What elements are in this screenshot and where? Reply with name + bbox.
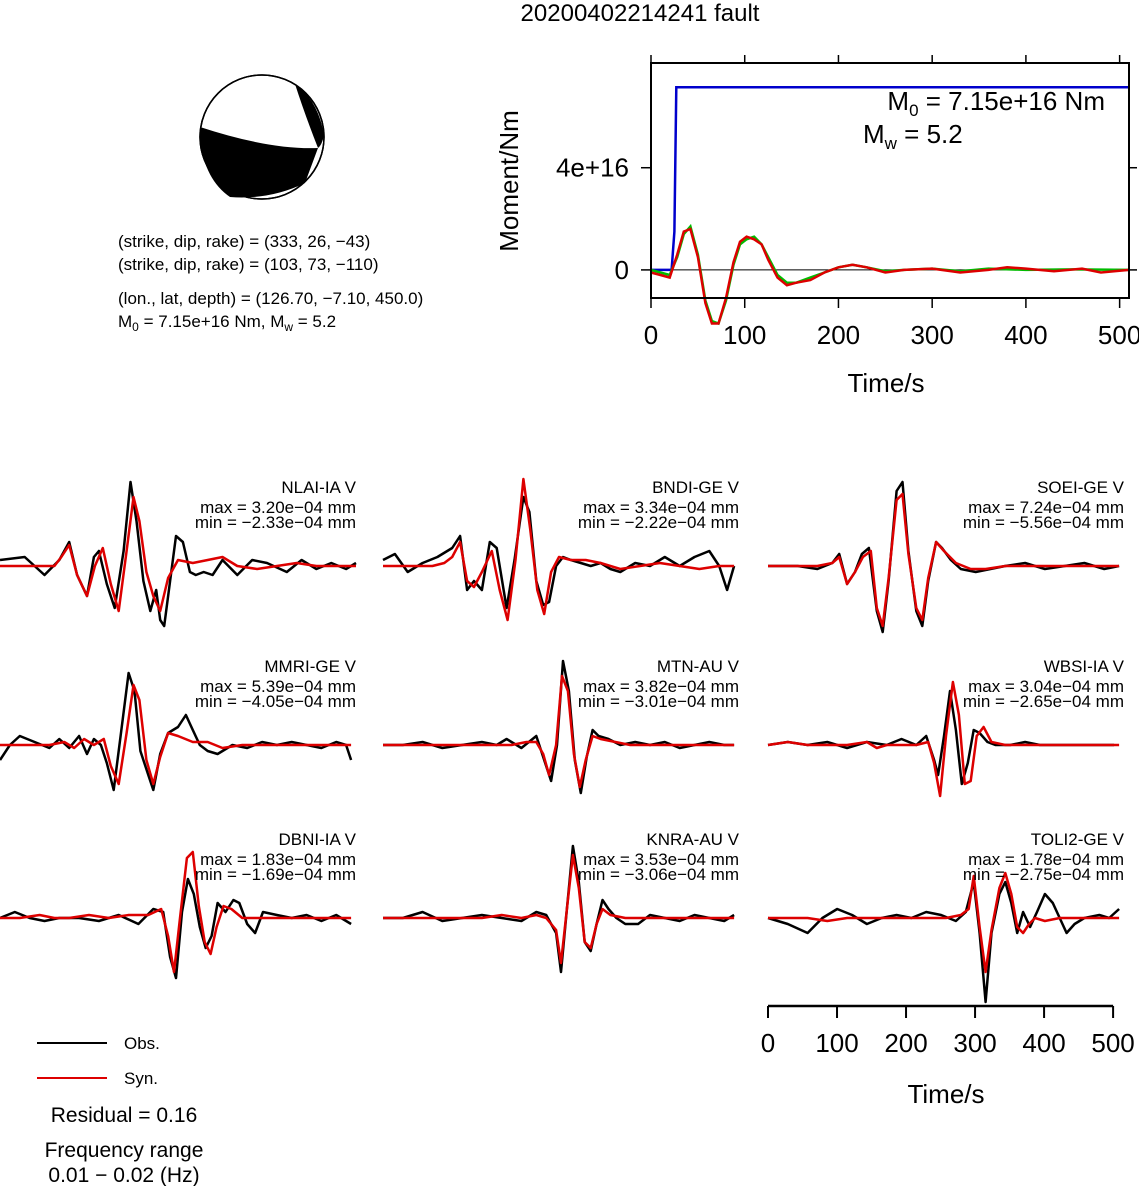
stf-series-line-0: [651, 86, 1129, 272]
trace-syn: [768, 871, 1120, 974]
station-name: TOLI2-GE V: [1031, 830, 1125, 849]
trace-syn: [0, 495, 356, 613]
stf-m0-label: M0 = 7.15e+16 Nm: [887, 86, 1105, 120]
station-min: min = −1.69e−04 mm: [195, 865, 356, 884]
waveform-xtick-label: 500: [1091, 1028, 1134, 1058]
plane1-text: (strike, dip, rake) = (333, 26, −43): [118, 232, 370, 251]
waveform-xtick-label: 0: [761, 1028, 775, 1058]
waveform-xtick-label: 400: [1022, 1028, 1065, 1058]
waveform-xtick-label: 100: [815, 1028, 858, 1058]
beachball: [199, 74, 325, 200]
stf-ytick-label: 0: [615, 255, 629, 285]
station-max: max = 3.20e−04 mm: [200, 498, 356, 517]
trace-obs: [0, 877, 352, 980]
station-min: min = −3.06e−04 mm: [578, 865, 739, 884]
station-name: MTN-AU V: [657, 657, 740, 676]
moment-rate-chart: M0 = 7.15e+16 Nm Mw = 5.2 Time/s Moment/…: [494, 55, 1139, 398]
station-name: BNDI-GE V: [652, 478, 740, 497]
stf-xtick-label: 0: [644, 320, 658, 350]
freq-range-label: Frequency range: [45, 1139, 204, 1162]
station-min: min = −3.01e−04 mm: [578, 692, 739, 711]
waveform-xtick-label: 300: [953, 1028, 996, 1058]
station-max: max = 7.24e−04 mm: [968, 498, 1124, 517]
station-name: MMRI-GE V: [264, 657, 356, 676]
station-max: max = 3.53e−04 mm: [583, 850, 739, 869]
station-max: max = 3.34e−04 mm: [583, 498, 739, 517]
legend: Obs. Syn.: [37, 1034, 160, 1088]
freq-range-value: 0.01 − 0.02 (Hz): [48, 1164, 199, 1186]
stf-ylabel: Moment/Nm: [494, 110, 524, 252]
waveform-xtick-label: 200: [884, 1028, 927, 1058]
stf-ytick-label: 4e+16: [556, 153, 629, 183]
stf-mw-label: Mw = 5.2: [863, 119, 963, 153]
station-min: min = −5.56e−04 mm: [963, 513, 1124, 532]
beachball-lower-quadrant: [200, 127, 318, 198]
trace-syn: [383, 853, 735, 965]
station-min: min = −2.33e−04 mm: [195, 513, 356, 532]
station-max: max = 1.83e−04 mm: [200, 850, 356, 869]
mechanism-info: (strike, dip, rake) = (333, 26, −43) (st…: [118, 232, 423, 334]
stf-xtick-label: 300: [910, 320, 953, 350]
trace-obs: [767, 880, 1120, 1004]
station-name: WBSI-IA V: [1044, 657, 1125, 676]
stf-xtick-label: 500: [1098, 320, 1139, 350]
waveform-xlabel: Time/s: [907, 1079, 984, 1109]
station-max: max = 1.78e−04 mm: [968, 850, 1124, 869]
stf-xtick-label: 400: [1004, 320, 1047, 350]
station-min: min = −2.65e−04 mm: [963, 692, 1124, 711]
trace-syn: [0, 850, 352, 974]
figure-title: 20200402214241 fault: [521, 0, 760, 27]
station-max: max = 3.04e−04 mm: [968, 677, 1124, 696]
trace-obs: [767, 689, 1115, 786]
stf-xlabel: Time/s: [847, 368, 924, 398]
waveform-time-axis: Time/s 0 100 200 300 400 500: [761, 1004, 1135, 1109]
plane2-text: (strike, dip, rake) = (103, 73, −110): [118, 255, 378, 274]
trace-syn: [767, 680, 1120, 798]
station-name: SOEI-GE V: [1037, 478, 1125, 497]
station-name: DBNI-IA V: [279, 830, 357, 849]
location-text: (lon., lat, depth) = (126.70, −7.10, 450…: [118, 289, 423, 308]
trace-syn: [383, 477, 735, 622]
trace-syn: [383, 674, 735, 789]
residual-text: Residual = 0.16: [51, 1104, 198, 1127]
station-min: min = −2.75e−04 mm: [963, 865, 1124, 884]
stf-plot-frame: [650, 62, 1130, 299]
station-min: min = −2.22e−04 mm: [578, 513, 739, 532]
stf-series-line-2: [650, 227, 1130, 325]
moment-text: M0 = 7.15e+16 Nm, Mw = 5.2: [118, 312, 336, 334]
legend-obs-label: Obs.: [124, 1034, 160, 1053]
legend-syn-label: Syn.: [124, 1069, 158, 1088]
station-name: NLAI-IA V: [281, 478, 356, 497]
station-max: max = 3.82e−04 mm: [583, 677, 739, 696]
trace-syn: [0, 683, 352, 786]
trace-syn: [768, 492, 1120, 628]
stf-xtick-label: 200: [817, 320, 860, 350]
station-min: min = −4.05e−04 mm: [195, 692, 356, 711]
station-name: KNRA-AU V: [646, 830, 739, 849]
station-max: max = 5.39e−04 mm: [200, 677, 356, 696]
stf-xtick-label: 100: [723, 320, 766, 350]
beachball-upper-quadrant: [295, 84, 324, 148]
